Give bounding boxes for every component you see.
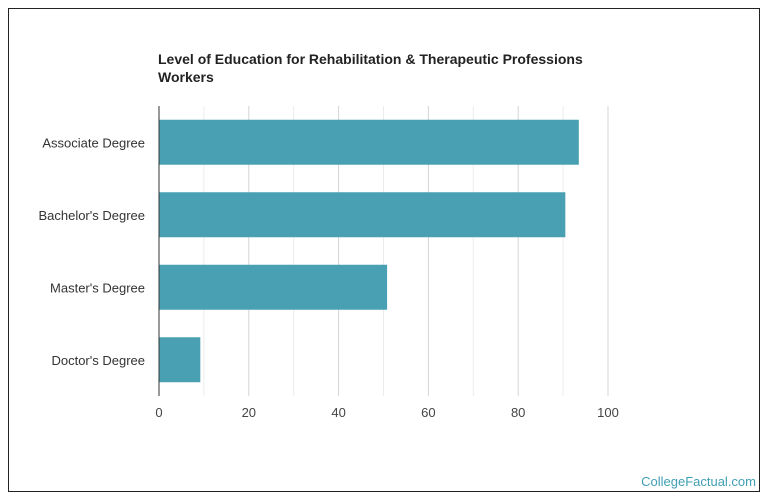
category-label: Master's Degree bbox=[50, 280, 145, 295]
x-tick-label: 60 bbox=[421, 405, 435, 420]
watermark[interactable]: CollegeFactual.com bbox=[641, 474, 756, 489]
bar[interactable] bbox=[159, 264, 388, 310]
x-tick-label: 20 bbox=[242, 405, 256, 420]
category-label: Associate Degree bbox=[42, 135, 145, 150]
x-tick-label: 80 bbox=[511, 405, 525, 420]
x-tick-label: 100 bbox=[597, 405, 619, 420]
chart-title: Level of Education for Rehabilitation & … bbox=[158, 51, 583, 85]
bar[interactable] bbox=[159, 119, 579, 165]
category-label: Bachelor's Degree bbox=[38, 208, 145, 223]
category-labels: Associate Degree Bachelor's Degree Master'… bbox=[38, 135, 145, 368]
x-tick-labels: 0 20 40 60 80 100 bbox=[155, 405, 618, 420]
category-label: Doctor's Degree bbox=[51, 353, 145, 368]
x-tick-label: 40 bbox=[331, 405, 345, 420]
bar[interactable] bbox=[159, 337, 201, 383]
x-tick-label: 0 bbox=[155, 405, 162, 420]
bar[interactable] bbox=[159, 192, 566, 238]
bars bbox=[159, 119, 579, 383]
